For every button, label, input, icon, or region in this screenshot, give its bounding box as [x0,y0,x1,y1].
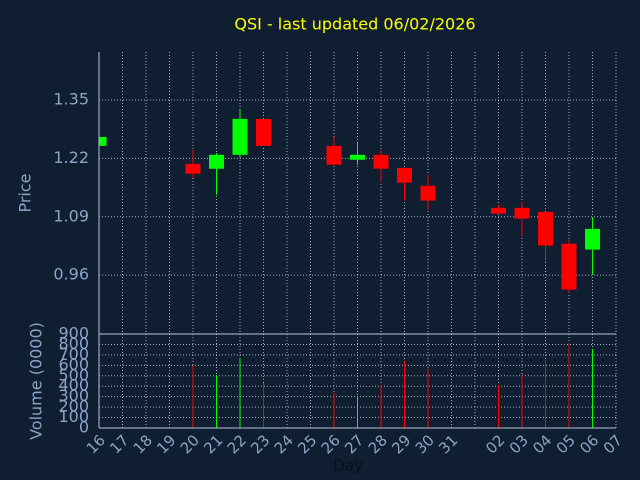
volume-bars [192,342,593,428]
candle-body [256,118,271,146]
volume-tick-label: 200 [58,397,89,416]
candle-body [491,207,506,214]
candle-body [232,118,248,155]
candle-body [350,154,365,160]
volume-tick-label: 900 [58,324,89,343]
candle-body [373,154,389,169]
volume-tick-label: 300 [58,386,89,405]
chart-title: QSI - last updated 06/02/2026 [234,15,475,34]
x-axis-label: Day [333,457,363,475]
y-tick-label: 1.35 [53,90,89,109]
volume-tick-label: 0 [79,418,89,437]
volume-tick-label: 500 [58,365,89,384]
candle-body [209,154,224,169]
candle-body [185,163,201,174]
candle-body [538,211,553,246]
y-tick-label: 0.96 [53,265,89,284]
candle-body [514,207,530,219]
candle-body [561,243,577,290]
candles [99,109,600,293]
y-tick-label: 1.09 [53,206,89,225]
volume-tick-label: 700 [58,344,89,363]
candle-body [99,136,107,146]
candle-body [326,145,342,165]
marks [99,109,600,428]
y-tick-label: 1.22 [53,148,89,167]
y-axis-label: Price [16,173,35,212]
volume-tick-label: 400 [58,376,89,395]
candle-body [585,228,600,250]
volume-tick-label: 100 [58,407,89,426]
volume-tick-label: 800 [58,334,89,353]
volume-axis-label: Volume (0000) [27,322,46,440]
candle-body [397,167,412,183]
volume-tick-label: 600 [58,355,89,374]
candle-body [420,185,436,201]
